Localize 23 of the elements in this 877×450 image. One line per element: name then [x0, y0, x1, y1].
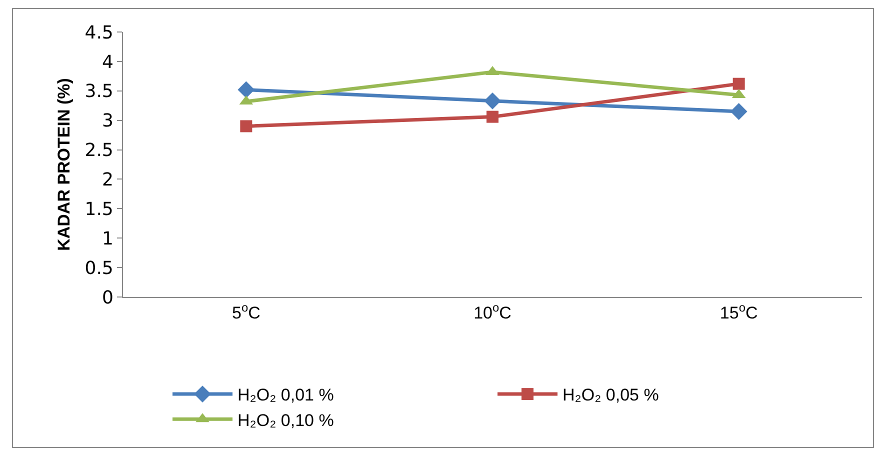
y-tick-label: 2: [102, 170, 114, 191]
y-tick-label: 3: [102, 110, 114, 132]
point: [240, 120, 252, 132]
x-tick-label: 10$^{o}$C: [474, 300, 512, 322]
y-tick-label: 0.5: [84, 258, 114, 279]
y-axis-title: KADAR PROTEIN (%): [54, 78, 74, 251]
y-tick-label: 0: [102, 287, 114, 308]
x-tick-label: 5$^{o}$C: [232, 300, 260, 322]
y-tick-label: 1.5: [84, 198, 114, 220]
point: [484, 92, 501, 110]
y-tick-label: 2.5: [84, 140, 114, 162]
point: [486, 110, 498, 123]
y-tick-label: 3.5: [84, 81, 114, 102]
x-tick-label: 15$^{o}$C: [720, 300, 758, 322]
y-tick-label: 4.5: [84, 22, 114, 44]
legend-label: H₂O₂ 0,05 %: [562, 386, 659, 405]
point: [730, 103, 748, 120]
y-tick-label: 1: [102, 228, 114, 250]
point: [238, 81, 255, 98]
y-tick-label: 4: [102, 52, 114, 73]
legend-label: H₂O₂ 0,10 %: [238, 410, 334, 430]
point: [732, 78, 745, 90]
legend-label: H₂O₂ 0,01 %: [238, 386, 334, 405]
